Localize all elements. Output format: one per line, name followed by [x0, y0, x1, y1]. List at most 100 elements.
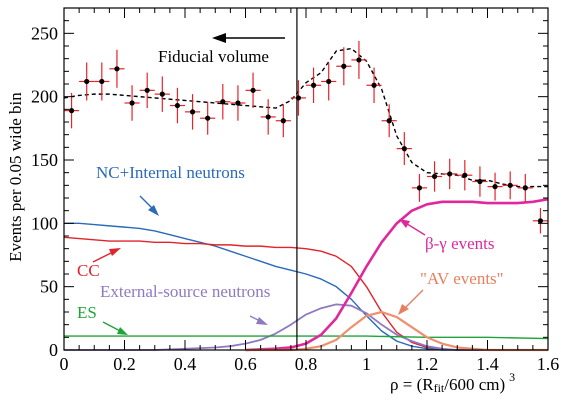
data-point	[169, 87, 185, 124]
x-tick-label: 0.6	[234, 354, 257, 374]
x-tick-label: 0	[60, 354, 69, 374]
data-marker	[114, 66, 120, 72]
data-point	[502, 171, 518, 200]
data-marker	[537, 218, 544, 224]
y-axis-title: Events per 0.05 wide bin	[6, 92, 25, 262]
data-point	[154, 76, 170, 112]
data-point	[306, 67, 322, 103]
data-marker	[447, 171, 453, 177]
data-marker	[310, 82, 317, 88]
es-pointer-head	[117, 327, 128, 335]
data-marker	[84, 78, 90, 85]
data-points-layer	[64, 40, 548, 234]
data-marker	[235, 100, 241, 106]
data-marker	[250, 87, 256, 93]
data-point	[517, 173, 533, 202]
data-marker	[265, 114, 271, 120]
data-point	[109, 49, 125, 88]
es-label: ES	[77, 303, 97, 322]
data-point	[139, 72, 155, 109]
ext-label: External-source neutrons	[100, 282, 270, 301]
x-tick-label: 1.2	[416, 354, 439, 374]
x-axis-title-sub: fit	[434, 381, 445, 395]
axes-layer: 0 0.2 0.4 0.6 0.8 1 1.2 1.4 1.6 0 50 100 150 200 250	[31, 7, 560, 374]
data-point	[290, 80, 306, 116]
data-point	[124, 85, 140, 121]
data-marker	[341, 63, 347, 69]
data-point	[260, 99, 276, 135]
data-marker	[174, 102, 181, 109]
data-marker	[386, 118, 392, 124]
data-marker	[144, 87, 150, 93]
data-point	[472, 166, 488, 197]
data-marker	[416, 185, 423, 191]
data-marker	[431, 173, 438, 180]
data-marker	[477, 178, 483, 185]
data-marker	[326, 78, 332, 85]
x-axis-title: ρ = (Rfit/600 cm) 3	[390, 370, 515, 395]
data-point	[79, 62, 95, 101]
data-marker	[371, 82, 377, 88]
data-marker	[522, 185, 528, 191]
fiducial-volume-label: Fiducial volume	[158, 47, 269, 66]
series-line-es	[64, 335, 549, 340]
x-axis-title-tail: /600 cm)	[444, 375, 505, 394]
x-tick-label: 0.8	[295, 354, 318, 374]
data-point	[215, 84, 231, 120]
cc-label: CC	[77, 261, 100, 280]
x-tick-label: 1	[362, 354, 371, 374]
y-tick-label: 250	[31, 23, 58, 43]
bg-pointer-head	[399, 219, 410, 228]
data-point	[532, 208, 548, 234]
series-line-events	[245, 197, 549, 352]
data-marker	[280, 118, 286, 124]
data-point	[200, 101, 216, 135]
y-tick-label: 100	[31, 213, 58, 233]
av-label: "AV events"	[420, 269, 504, 288]
data-point	[381, 104, 397, 138]
data-marker	[159, 91, 165, 97]
data-marker	[129, 100, 135, 106]
data-point	[336, 47, 352, 86]
data-marker	[492, 184, 498, 190]
x-tick-label: 1.6	[537, 354, 560, 374]
data-point	[457, 160, 473, 191]
cc-pointer-head	[109, 248, 121, 256]
data-point	[487, 172, 503, 201]
series-line-av-events	[245, 310, 548, 352]
fiducial-arrowhead	[212, 33, 226, 43]
bg-label: β-γ events	[425, 234, 495, 253]
nc-label: NC+Internal neutrons	[96, 163, 245, 182]
y-tick-label: 50	[40, 277, 58, 297]
data-point	[442, 158, 458, 190]
ext-pointer-head	[256, 317, 268, 325]
data-point	[94, 62, 110, 101]
curves-layer	[63, 47, 549, 352]
data-marker	[507, 182, 513, 188]
data-point	[64, 92, 80, 129]
data-marker	[205, 115, 211, 121]
data-point	[245, 72, 261, 109]
data-point	[396, 132, 412, 166]
x-tick-label: 0.4	[174, 354, 197, 374]
x-tick-label: 1.4	[476, 354, 499, 374]
data-point	[230, 85, 246, 121]
data-marker	[356, 57, 362, 63]
series-line-total	[63, 47, 548, 188]
data-marker	[462, 172, 468, 178]
data-point	[366, 67, 382, 103]
y-tick-label: 200	[31, 87, 58, 107]
data-point	[185, 94, 201, 130]
y-tick-label: 150	[31, 150, 58, 170]
data-point	[321, 62, 337, 101]
y-tick-label: 0	[49, 340, 58, 360]
data-point	[427, 161, 443, 192]
data-point	[275, 104, 291, 138]
data-marker	[68, 108, 75, 114]
av-pointer-head	[398, 304, 409, 315]
data-point	[351, 40, 367, 79]
x-tick-label: 0.2	[113, 354, 136, 374]
data-marker	[220, 99, 226, 105]
nc-pointer-head	[148, 205, 159, 216]
